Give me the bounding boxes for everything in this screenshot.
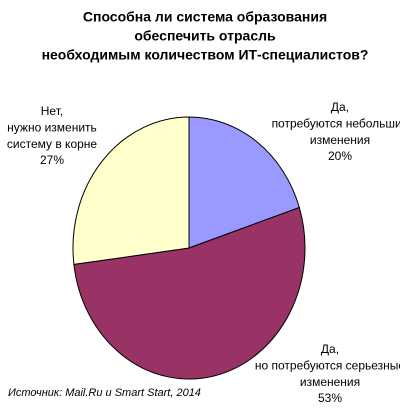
chart-title: обеспечить отрасль <box>134 28 276 44</box>
source-note: Источник: Mail.Ru и Smart Start, 2014 <box>8 387 201 399</box>
slice-label: систему в корне <box>7 137 98 151</box>
pie-slice <box>73 206 306 380</box>
chart-title: необходимым количеством ИТ-специалистов? <box>42 47 369 63</box>
pie-slice <box>188 116 300 249</box>
slice-label: потребуются небольшие <box>272 116 400 130</box>
slice-label: Да, <box>321 342 339 356</box>
data-label: 20% <box>328 149 352 163</box>
data-label: 27% <box>40 153 64 167</box>
slice-label: нужно изменить <box>7 120 97 134</box>
chart-title: Способна ли система образования <box>83 9 327 25</box>
slice-label: изменения <box>300 375 360 389</box>
slice-label: Да, <box>331 100 349 114</box>
slice-label: но потребуются серьезные <box>255 358 400 372</box>
slice-label: Нет, <box>41 104 63 118</box>
pie-slice <box>72 116 190 265</box>
data-label: 53% <box>318 391 342 405</box>
slice-label: изменения <box>310 133 370 147</box>
